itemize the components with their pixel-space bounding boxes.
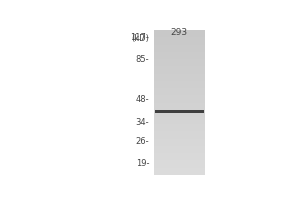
Bar [154, 139, 205, 146]
Bar [154, 59, 205, 66]
Bar [154, 30, 205, 175]
Bar [154, 153, 205, 160]
Bar [154, 52, 205, 59]
Bar [154, 74, 205, 81]
Bar [154, 37, 205, 45]
Text: (kD): (kD) [131, 34, 149, 43]
Bar [154, 95, 205, 103]
Bar [154, 146, 205, 153]
Text: 19-: 19- [136, 159, 149, 168]
Text: 117-: 117- [130, 33, 149, 42]
Bar [154, 45, 205, 52]
Bar [154, 131, 205, 139]
Text: 48-: 48- [136, 95, 149, 104]
Text: 26-: 26- [136, 137, 149, 146]
Bar [154, 103, 205, 110]
Bar [154, 160, 205, 168]
Text: 85-: 85- [136, 55, 149, 64]
Bar [154, 168, 205, 175]
Bar [155, 110, 204, 113]
Bar [154, 110, 205, 117]
Bar [154, 30, 205, 37]
Bar [154, 88, 205, 95]
Bar [154, 117, 205, 124]
Bar [154, 66, 205, 74]
Text: 34-: 34- [136, 118, 149, 127]
Text: 293: 293 [171, 28, 188, 37]
Bar [154, 81, 205, 88]
Bar [154, 124, 205, 131]
